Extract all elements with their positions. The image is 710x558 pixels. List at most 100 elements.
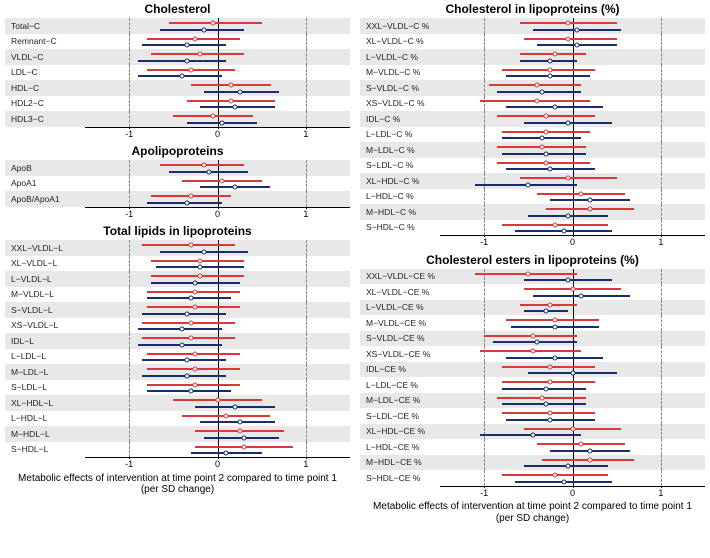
forest-row: XL−VLDL−L [5,256,350,272]
point-marker [202,27,207,32]
estimate-b [440,215,705,216]
point-marker [530,349,535,354]
tick-label: 1 [303,459,308,469]
ref-line-dashed [129,160,130,176]
row-plot [440,142,705,158]
point-marker [193,367,198,372]
tick-label: 1 [658,488,663,498]
panel-title: Cholesterol in lipoproteins (%) [360,0,705,18]
point-marker [566,213,571,218]
estimate-b [85,391,350,392]
row-label: HDL3−C [5,114,85,124]
forest-row: HDL−C [5,80,350,96]
forest-row: S−HDL−C % [360,220,705,236]
ref-line-dashed [306,160,307,176]
zero-line [218,364,219,380]
zero-line [573,346,574,362]
zero-line [573,173,574,189]
ref-line-dashed [484,158,485,174]
row-plot [440,18,705,34]
zero-line [218,96,219,112]
point-marker [561,229,566,234]
point-marker [535,83,540,88]
zero-line [573,18,574,34]
ref-line-dashed [484,377,485,393]
left-column: CholesterolTotal−CRemnant−CVLDL−CLDL−CHD… [5,0,350,496]
ref-line-dashed [484,393,485,409]
zero-line [573,300,574,316]
ref-line-dashed [129,49,130,65]
ref-line-dashed [129,380,130,396]
point-marker [193,280,198,285]
ref-line-dashed [306,240,307,256]
point-marker [544,151,549,156]
point-marker [566,464,571,469]
point-marker [202,249,207,254]
row-plot [440,284,705,300]
tick-label: 1 [303,129,308,139]
row-label: XL−VLDL−L [5,258,85,268]
ref-line-dashed [661,331,662,347]
estimate-b [440,76,705,77]
zero-line [218,333,219,349]
estimate-b [85,251,350,252]
point-marker [237,420,242,425]
point-marker [548,364,553,369]
forest-row: XXL−VLDL−L [5,240,350,256]
point-marker [588,448,593,453]
row-plot [85,364,350,380]
row-plot [440,49,705,65]
row-label: L−VLDL−CE % [360,302,440,312]
point-marker [189,194,194,199]
row-plot [440,158,705,174]
estimate-b [85,313,350,314]
row-label: M−LDL−C % [360,145,440,155]
row-plot [85,18,350,34]
estimate-b [440,280,705,281]
estimate-b [440,169,705,170]
ref-line-dashed [661,80,662,96]
ref-line-dashed [661,49,662,65]
estimate-a [85,22,350,23]
estimate-b [440,60,705,61]
estimate-b [85,60,350,61]
zero-line [573,34,574,50]
ref-line-dashed [129,176,130,192]
estimate-b [440,342,705,343]
ref-line-dashed [484,331,485,347]
ref-line-dashed [661,204,662,220]
row-label: M−VLDL−CE % [360,318,440,328]
row-label: S−LDL−C % [360,160,440,170]
ref-line-dashed [661,424,662,440]
zero-line [573,408,574,424]
row-label: S−HDL−L [5,444,85,454]
row-label: HDL−C [5,83,85,93]
ref-line-dashed [661,34,662,50]
estimate-b [85,267,350,268]
forest-row: L−VLDL−L [5,271,350,287]
ref-line-dashed [484,96,485,112]
row-label: M−HDL−C % [360,207,440,217]
estimate-b [440,231,705,232]
zero-line [218,34,219,50]
row-plot [440,204,705,220]
forest-row: S−HDL−L [5,442,350,458]
row-plot [85,271,350,287]
point-marker [588,457,593,462]
forest-row: XL−VLDL−CE % [360,284,705,300]
ref-line-dashed [129,287,130,303]
ref-line-dashed [484,65,485,81]
axis-row: -101 [5,207,350,223]
point-marker [579,293,584,298]
point-marker [570,426,575,431]
point-marker [526,182,531,187]
estimate-b [440,481,705,482]
zero-line [573,315,574,331]
tick-label: 1 [303,209,308,219]
estimate-b [85,202,350,203]
estimate-b [440,200,705,201]
row-plot [85,349,350,365]
forest-row: Total−C [5,18,350,34]
point-marker [539,145,544,150]
point-marker [237,89,242,94]
